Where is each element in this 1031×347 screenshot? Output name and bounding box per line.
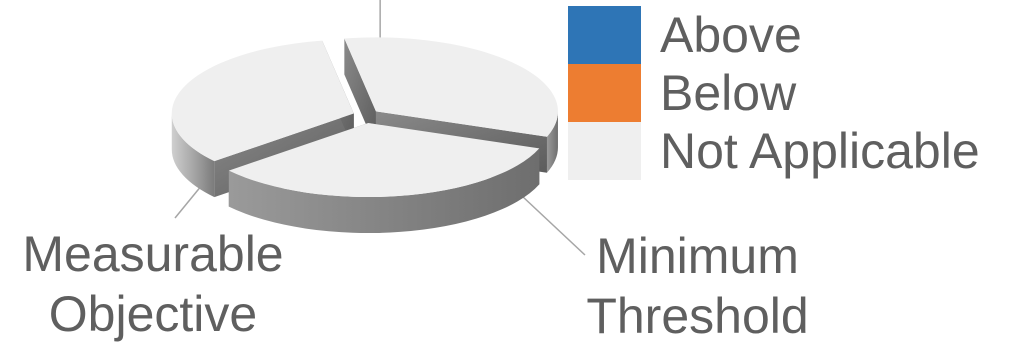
slice-label-line-2: Threshold	[586, 288, 809, 344]
slice-label-line-2: Objective	[48, 286, 258, 342]
pie-slice-top	[344, 37, 558, 137]
legend-label-below: Below	[660, 65, 797, 121]
pie-slice-minimum-threshold	[228, 123, 540, 234]
leader-line-minimum-threshold	[521, 195, 586, 256]
pie-slice-top	[171, 40, 354, 162]
pie-slice-top	[228, 123, 540, 198]
pie-slice-side	[228, 148, 540, 234]
slice-label-minimum-threshold: Minimum Threshold	[575, 226, 820, 346]
slice-label-measurable-objective: Measurable Objective	[8, 224, 298, 344]
slice-label-line-1: Minimum	[596, 228, 799, 284]
legend-swatch-below	[568, 64, 641, 122]
pie-slice-side	[546, 111, 558, 173]
legend-swatch-not-applicable	[568, 122, 641, 180]
legend-label-not-applicable: Not Applicable	[660, 123, 980, 179]
legend-swatch-above	[568, 6, 641, 64]
legend-label-above: Above	[660, 7, 802, 63]
pie-slice-cut-face	[344, 38, 376, 148]
pie-slices	[171, 37, 558, 234]
pie-slice-side	[171, 113, 215, 198]
slice-label-line-1: Measurable	[22, 226, 284, 282]
